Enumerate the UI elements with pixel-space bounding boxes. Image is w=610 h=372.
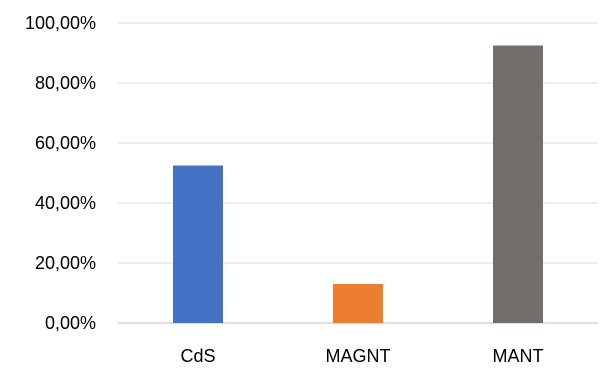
bars (173, 45, 543, 323)
bar-magnt (333, 284, 383, 323)
y-tick-label: 100,00% (25, 13, 96, 33)
y-tick-label: 60,00% (35, 133, 96, 153)
y-tick-label: 40,00% (35, 193, 96, 213)
x-tick-label: MAGNT (326, 346, 391, 366)
y-axis-tick-labels: 0,00% 20,00% 40,00% 60,00% 80,00% 100,00% (25, 13, 96, 333)
x-tick-label: MANT (493, 346, 544, 366)
x-axis-tick-labels: CdS MAGNT MANT (180, 346, 543, 366)
y-tick-label: 0,00% (45, 313, 96, 333)
bar-mant (493, 45, 543, 323)
bar-cds (173, 165, 223, 323)
x-tick-label: CdS (180, 346, 215, 366)
y-tick-label: 80,00% (35, 73, 96, 93)
y-tick-label: 20,00% (35, 253, 96, 273)
